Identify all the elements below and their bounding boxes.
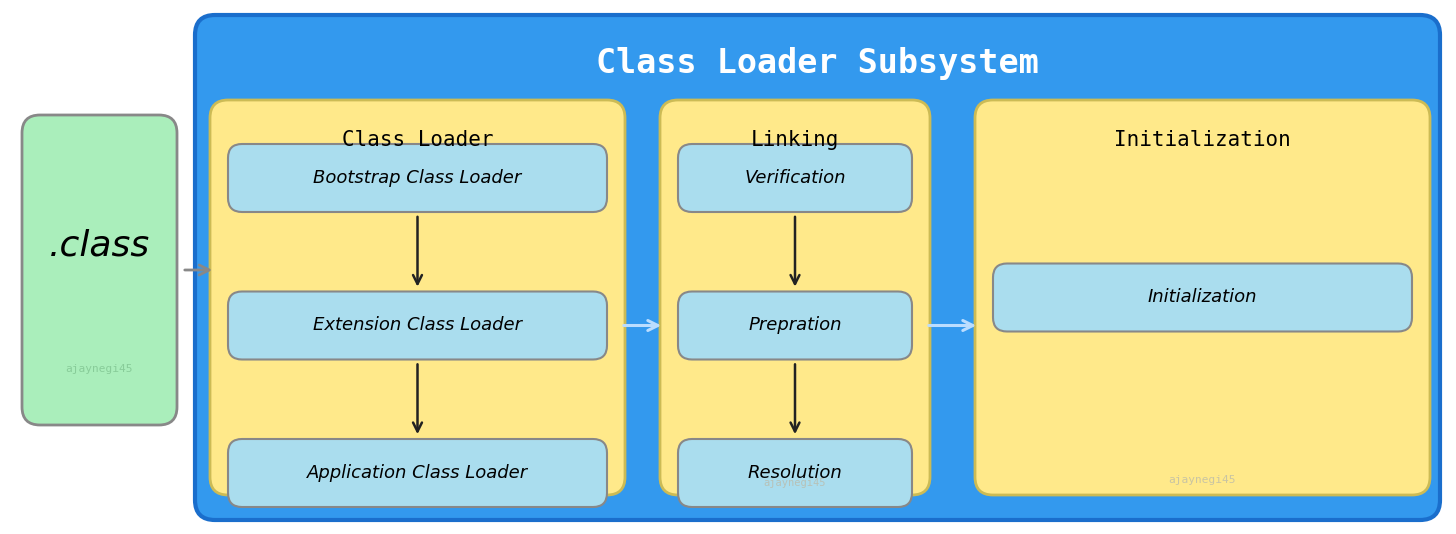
FancyBboxPatch shape — [195, 15, 1440, 520]
FancyBboxPatch shape — [976, 100, 1430, 495]
Text: ajaynegi45: ajaynegi45 — [1169, 475, 1236, 485]
FancyBboxPatch shape — [210, 100, 625, 495]
Text: ajaynegi45: ajaynegi45 — [66, 364, 134, 374]
FancyBboxPatch shape — [660, 100, 930, 495]
Text: Class Loader: Class Loader — [342, 130, 494, 150]
Text: Verification: Verification — [744, 169, 846, 187]
FancyBboxPatch shape — [22, 115, 178, 425]
Text: Application Class Loader: Application Class Loader — [307, 464, 529, 482]
Text: Extension Class Loader: Extension Class Loader — [313, 317, 523, 334]
FancyBboxPatch shape — [229, 144, 607, 212]
FancyBboxPatch shape — [678, 439, 911, 507]
FancyBboxPatch shape — [678, 292, 911, 359]
FancyBboxPatch shape — [993, 263, 1412, 332]
FancyBboxPatch shape — [229, 439, 607, 507]
Text: Initialization: Initialization — [1114, 130, 1291, 150]
Text: Resolution: Resolution — [747, 464, 843, 482]
FancyBboxPatch shape — [229, 292, 607, 359]
Text: Bootstrap Class Loader: Bootstrap Class Loader — [313, 169, 521, 187]
Text: Prepration: Prepration — [748, 317, 842, 334]
Text: .class: .class — [50, 228, 150, 262]
FancyBboxPatch shape — [678, 144, 911, 212]
Text: Initialization: Initialization — [1147, 288, 1257, 307]
Text: Class Loader Subsystem: Class Loader Subsystem — [596, 46, 1040, 80]
Text: Linking: Linking — [751, 130, 839, 150]
Text: ajaynegi45: ajaynegi45 — [764, 478, 826, 488]
